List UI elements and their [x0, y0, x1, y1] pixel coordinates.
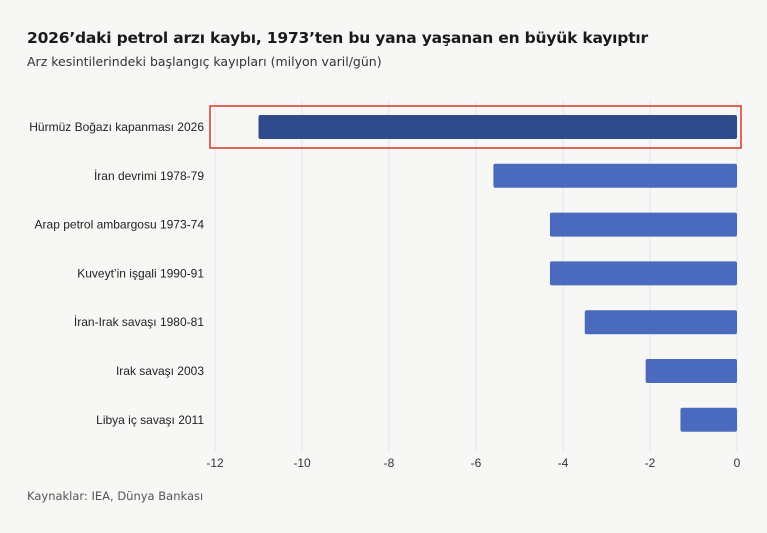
category-label: Libya iç savaşı 2011: [96, 413, 204, 427]
source-note: Kaynaklar: IEA, Dünya Bankası: [27, 489, 204, 503]
x-tick-label: -10: [293, 456, 311, 470]
chart-title: 2026’daki petrol arzı kaybı, 1973’ten bu…: [27, 29, 648, 47]
x-tick-label: 0: [734, 456, 741, 470]
chart-subtitle: Arz kesintilerindeki başlangıç kayıpları…: [27, 54, 382, 69]
bar: [680, 407, 737, 432]
x-tick-label: -12: [206, 456, 224, 470]
highlight-box: [209, 105, 742, 149]
x-tick-label: -2: [645, 456, 656, 470]
category-label: İran-Irak savaşı 1980-81: [74, 315, 204, 329]
category-label: İran devrimi 1978-79: [94, 169, 204, 183]
x-tick-label: -6: [471, 456, 482, 470]
category-label: Kuveyt’in işgali 1990-91: [77, 266, 204, 280]
category-label: Arap petrol ambargosu 1973-74: [35, 218, 205, 232]
bar: [258, 115, 737, 139]
category-label: Irak savaşı 2003: [116, 364, 204, 378]
category-label: Hürmüz Boğazı kapanması 2026: [29, 120, 204, 134]
x-tick-label: -8: [384, 456, 395, 470]
bar: [584, 310, 737, 335]
bar: [645, 359, 737, 383]
bar: [549, 261, 737, 286]
bar: [493, 163, 737, 188]
x-tick-label: -4: [558, 456, 569, 470]
bar: [549, 212, 737, 237]
